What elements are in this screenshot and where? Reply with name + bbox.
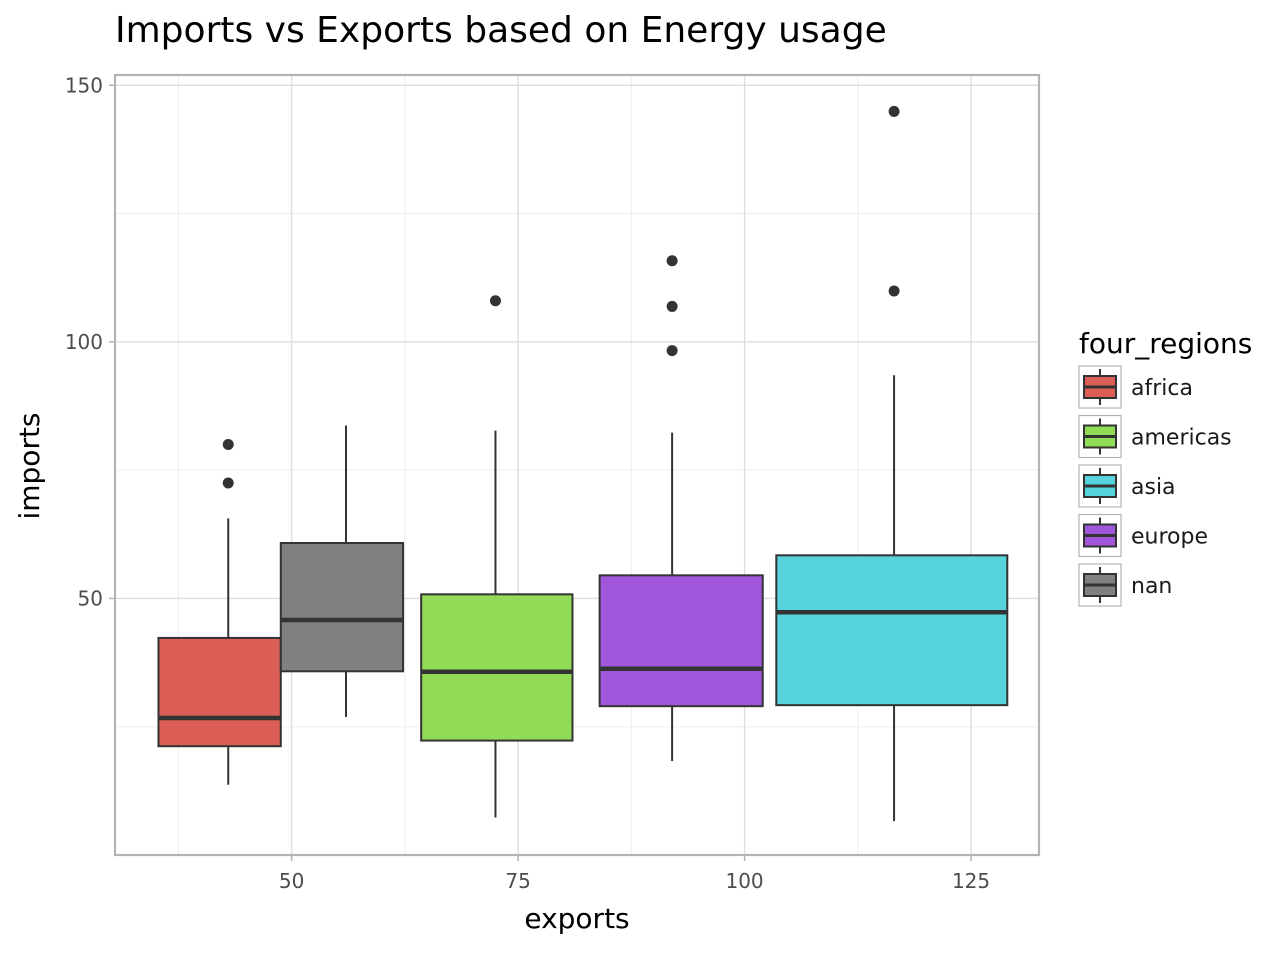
y-axis-ticks: 50 100 150 — [65, 73, 115, 610]
x-tick-label: 50 — [279, 869, 304, 893]
box-body — [420, 593, 574, 742]
box-outlier — [666, 345, 678, 357]
x-tick-label: 125 — [952, 869, 990, 893]
legend-label: africa — [1131, 376, 1193, 401]
box-body — [157, 636, 282, 748]
legend-label: europe — [1131, 525, 1208, 550]
box-body — [598, 574, 764, 708]
legend-key-europe — [1078, 513, 1122, 558]
plot-border — [113, 73, 1041, 857]
box-outlier — [222, 477, 234, 489]
box-outlier — [489, 295, 501, 307]
box-body — [279, 542, 405, 673]
chart-title: Imports vs Exports based on Energy usage — [115, 10, 887, 51]
y-tick-label: 150 — [65, 73, 103, 97]
y-tick-label: 100 — [65, 330, 103, 354]
legend-key-asia — [1078, 464, 1122, 508]
legend-label: americas — [1131, 426, 1232, 451]
grid-minor — [115, 75, 1039, 855]
box-outlier — [888, 105, 900, 117]
y-tick-label: 50 — [78, 586, 103, 610]
legend-key-americas — [1078, 414, 1122, 459]
x-tick-label: 75 — [505, 869, 530, 893]
box-outlier — [666, 255, 678, 267]
box-europe — [598, 255, 764, 762]
legend-key-africa — [1078, 365, 1122, 409]
legend-label: nan — [1131, 574, 1172, 599]
box-outlier — [888, 285, 900, 297]
box-body — [775, 554, 1009, 707]
box-americas — [420, 295, 574, 818]
legend-label: asia — [1131, 475, 1176, 500]
x-tick-label: 100 — [725, 869, 763, 893]
y-axis-label: imports — [13, 412, 46, 519]
box-asia — [775, 105, 1009, 822]
box-africa — [157, 438, 282, 785]
x-axis-label: exports — [524, 902, 629, 935]
box-outlier — [666, 300, 678, 312]
legend: four_regions africa americas asia europe nan — [1078, 327, 1252, 607]
x-axis-ticks: 50 75 100 125 — [279, 855, 990, 893]
boxes — [157, 105, 1009, 822]
box-outlier — [222, 438, 234, 450]
legend-title: four_regions — [1079, 327, 1252, 360]
legend-key-nan — [1078, 563, 1122, 607]
box-nan — [279, 425, 405, 717]
